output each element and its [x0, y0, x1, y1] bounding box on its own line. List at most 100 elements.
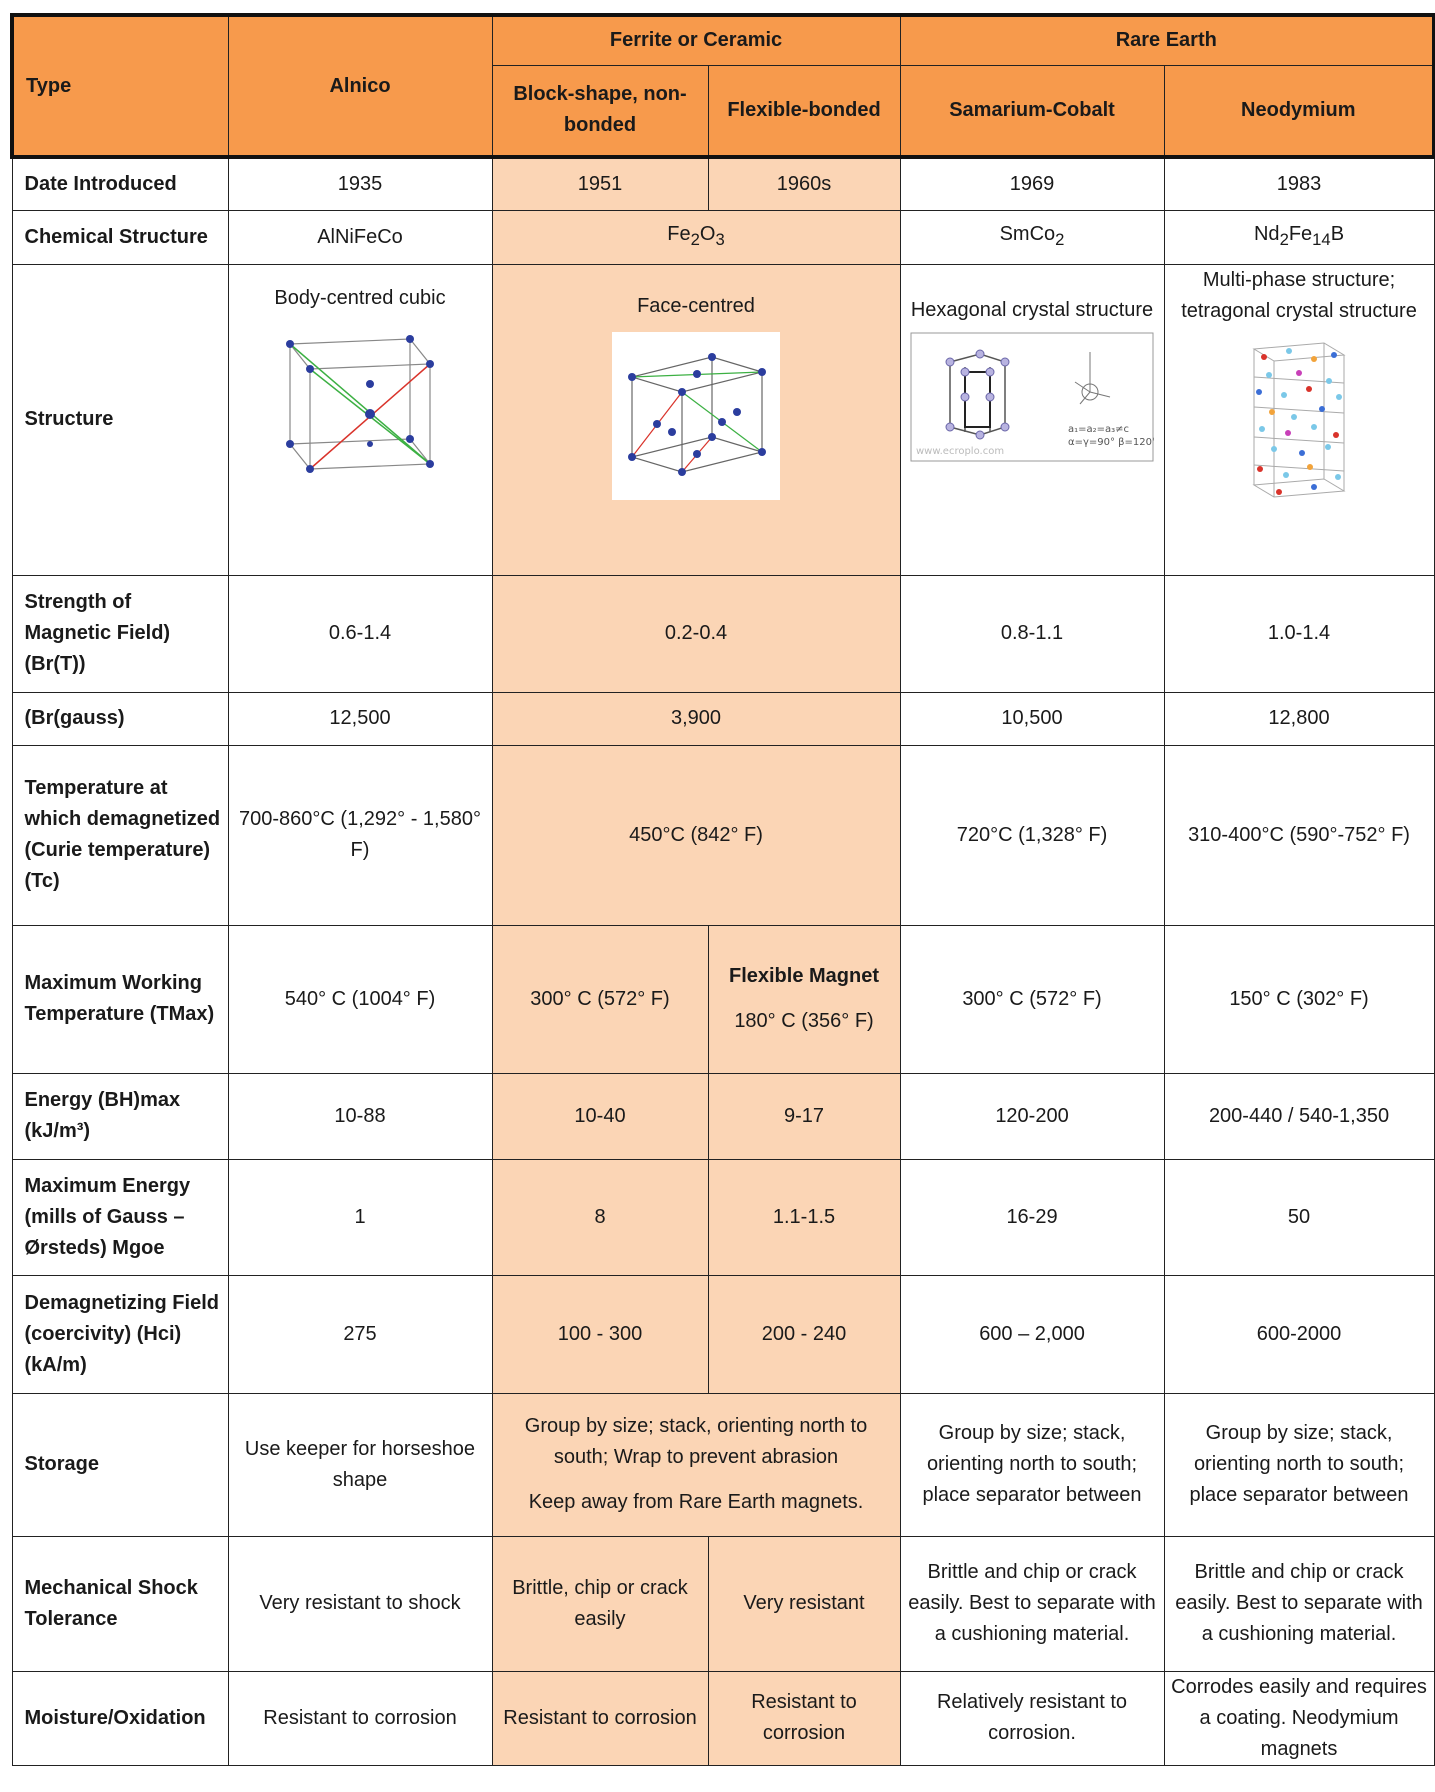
cell-ferrite: Group by size; stack, orienting north to… [491, 1392, 901, 1537]
cell-alnico: Very resistant to shock [227, 1535, 493, 1672]
cell-samarium: Group by size; stack, orienting north to… [899, 1392, 1165, 1537]
row-moisture: Moisture/Oxidation Resistant to corrosio… [11, 1670, 1435, 1766]
structure-caption: Face-centred [637, 294, 755, 317]
cell-neodymium: 150° C (302° F) [1163, 924, 1435, 1074]
cell-alnico: 275 [227, 1274, 493, 1394]
cell-block: 10-40 [491, 1072, 709, 1160]
hex-lattice-params-1: a₁=a₂=a₃≠c [1068, 424, 1129, 435]
hex-lattice-params-2: α=γ=90° β=120° [1068, 437, 1154, 448]
row-strength: Strength of Magnetic Field) (Br(T)) 0.6-… [11, 574, 1435, 693]
cell-block: Resistant to corrosion [491, 1670, 709, 1766]
row-demag: Demagnetizing Field (coercivity) (Hci) (… [11, 1274, 1435, 1394]
structure-caption: Hexagonal crystal structure [910, 298, 1154, 321]
cell-samarium: 300° C (572° F) [899, 924, 1165, 1074]
magnet-comparison-table: Type Alnico Ferrite or Ceramic Rare Eart… [10, 13, 1435, 1766]
row-label: Strength of Magnetic Field) (Br(T)) [11, 574, 229, 693]
cell-flexible: Flexible Magnet 180° C (356° F) [707, 924, 901, 1074]
cell-samarium: 16-29 [899, 1158, 1165, 1276]
header-samarium-cobalt: Samarium-Cobalt [899, 64, 1165, 158]
fcc-crystal-diagram [612, 331, 780, 500]
hexagonal-crystal-diagram: a₁=a₂=a₃≠c α=γ=90° β=120° www.ecroplo.co… [910, 332, 1154, 461]
storage-ferrite-note: Keep away from Rare Earth magnets. [528, 1491, 864, 1513]
header-neodymium: Neodymium [1163, 64, 1435, 158]
cell-samarium: 10,500 [899, 691, 1165, 746]
cell-flexible: 200 - 240 [707, 1274, 901, 1394]
cell-neodymium: 12,800 [1163, 691, 1435, 746]
row-label: Structure [11, 263, 229, 576]
row-label: Maximum Working Temperature (TMax) [11, 924, 229, 1074]
cell-samarium: 1969 [899, 156, 1165, 211]
row-date: Date Introduced 1935 1951 1960s 1969 198… [11, 156, 1435, 211]
cell-neodymium: 600-2000 [1163, 1274, 1435, 1394]
header-block-shape: Block-shape, non-bonded [491, 64, 709, 158]
cell-samarium: 720°C (1,328° F) [899, 744, 1165, 926]
cell-block: 100 - 300 [491, 1274, 709, 1394]
cell-alnico: 540° C (1004° F) [227, 924, 493, 1074]
cell-alnico: 1 [227, 1158, 493, 1276]
row-label: Mechanical Shock Tolerance [11, 1535, 229, 1672]
cell-neodymium: Group by size; stack, orienting north to… [1163, 1392, 1435, 1537]
cell-neodymium: 1.0-1.4 [1163, 574, 1435, 693]
header-ferrite-group: Ferrite or Ceramic [491, 14, 901, 66]
cell-alnico: Resistant to corrosion [227, 1670, 493, 1766]
row-label: Maximum Energy (mills of Gauss – Ørsteds… [11, 1158, 229, 1276]
cell-alnico: 0.6-1.4 [227, 574, 493, 693]
cell-neodymium: 200-440 / 540-1,350 [1163, 1072, 1435, 1160]
cell-flexible: 9-17 [707, 1072, 901, 1160]
cell-alnico: 700-860°C (1,292° - 1,580° F) [227, 744, 493, 926]
header-rare-earth-group: Rare Earth [899, 14, 1435, 66]
row-label: Date Introduced [11, 156, 229, 211]
row-label: Energy (BH)max (kJ/m³) [11, 1072, 229, 1160]
row-energy: Energy (BH)max (kJ/m³) 10-88 10-40 9-17 … [11, 1072, 1435, 1160]
tetragonal-crystal-diagram [1252, 341, 1346, 498]
cell-samarium: 120-200 [899, 1072, 1165, 1160]
cell-neodymium-formula: Nd2Fe14B [1163, 209, 1435, 265]
flexible-magnet-temp: 180° C (356° F) [734, 1010, 874, 1032]
cell-neodymium: Brittle and chip or crack easily. Best t… [1163, 1535, 1435, 1672]
cell-ferrite: 450°C (842° F) [491, 744, 901, 926]
cell-block: 1951 [491, 156, 709, 211]
structure-caption: Body-centred cubic [274, 286, 446, 309]
row-structure: Structure Body-centred cubic [11, 263, 1435, 576]
cell-neodymium: 1983 [1163, 156, 1435, 211]
cell-flexible: Resistant to corrosion [707, 1670, 901, 1766]
cell-samarium-formula: SmCo2 [899, 209, 1165, 265]
row-storage: Storage Use keeper for horseshoe shape G… [11, 1392, 1435, 1537]
cell-neodymium-structure: Multi-phase structure; tetragonal crysta… [1163, 263, 1435, 576]
cell-ferrite-formula: Fe2O3 [491, 209, 901, 265]
cell-ferrite: 0.2-0.4 [491, 574, 901, 693]
row-label: (Br(gauss) [11, 691, 229, 746]
cell-alnico: 12,500 [227, 691, 493, 746]
structure-caption: Multi-phase structure; tetragonal crysta… [1181, 268, 1417, 322]
cell-neodymium: 50 [1163, 1158, 1435, 1276]
header-type: Type [11, 14, 229, 158]
hex-watermark: www.ecroplo.com [916, 446, 1004, 457]
cell-alnico: Use keeper for horseshoe shape [227, 1392, 493, 1537]
cell-ferrite-structure: Face-centred [491, 263, 901, 576]
bcc-crystal-diagram [286, 334, 434, 473]
cell-block: 8 [491, 1158, 709, 1276]
cell-samarium: Brittle and chip or crack easily. Best t… [899, 1535, 1165, 1672]
row-curie: Temperature at which demagnetized (Curie… [11, 744, 1435, 926]
cell-samarium: 0.8-1.1 [899, 574, 1165, 693]
row-max-energy: Maximum Energy (mills of Gauss – Ørsteds… [11, 1158, 1435, 1276]
row-shock: Mechanical Shock Tolerance Very resistan… [11, 1535, 1435, 1672]
cell-block: Brittle, chip or crack easily [491, 1535, 709, 1672]
header-alnico: Alnico [227, 14, 493, 158]
cell-samarium: 600 – 2,000 [899, 1274, 1165, 1394]
header-flexible-bonded: Flexible-bonded [707, 64, 901, 158]
cell-flexible: Very resistant [707, 1535, 901, 1672]
cell-ferrite: 3,900 [491, 691, 901, 746]
row-chemical: Chemical Structure AlNiFeCo Fe2O3 SmCo2 … [11, 209, 1435, 265]
cell-alnico: 1935 [227, 156, 493, 211]
cell-alnico: AlNiFeCo [227, 209, 493, 265]
row-label: Temperature at which demagnetized (Curie… [11, 744, 229, 926]
row-label: Demagnetizing Field (coercivity) (Hci) (… [11, 1274, 229, 1394]
cell-alnico-structure: Body-centred cubic [227, 263, 493, 576]
cell-block: 300° C (572° F) [491, 924, 709, 1074]
row-tmax: Maximum Working Temperature (TMax) 540° … [11, 924, 1435, 1074]
flexible-magnet-title: Flexible Magnet [728, 965, 880, 987]
row-label: Chemical Structure [11, 209, 229, 265]
cell-flexible: 1.1-1.5 [707, 1158, 901, 1276]
row-gauss: (Br(gauss) 12,500 3,900 10,500 12,800 [11, 691, 1435, 746]
